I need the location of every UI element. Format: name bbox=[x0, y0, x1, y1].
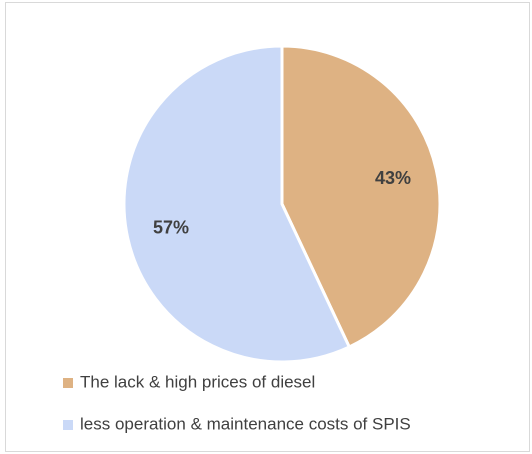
pie-slice bbox=[122, 44, 352, 364]
legend-label: less operation & maintenance costs of SP… bbox=[80, 414, 411, 433]
legend-swatch bbox=[63, 420, 73, 430]
legend-label: The lack & high prices of diesel bbox=[80, 372, 315, 391]
legend-swatch bbox=[63, 378, 73, 388]
data-label: 43% bbox=[375, 168, 411, 188]
data-label: 57% bbox=[153, 218, 189, 238]
pie-slice bbox=[280, 44, 442, 349]
